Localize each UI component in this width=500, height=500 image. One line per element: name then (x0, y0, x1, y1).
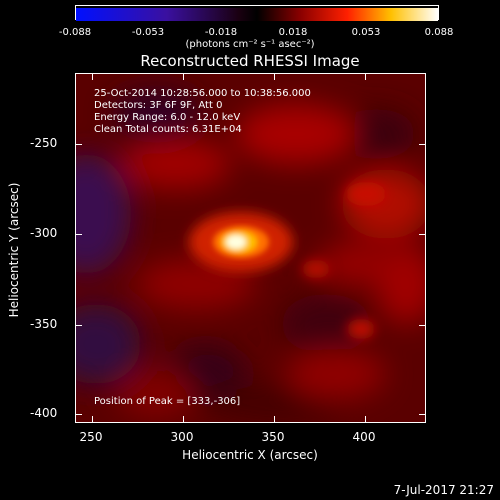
x-tick-mark (92, 74, 93, 80)
y-axis-label: Heliocentric Y (arcsec) (7, 182, 21, 318)
y-tick-label: -350 (30, 317, 58, 331)
colorbar (75, 5, 439, 21)
observation-time: 25-Oct-2014 10:28:56.000 to 10:38:56.000 (94, 88, 311, 99)
clean-total-counts: Clean Total counts: 6.31E+04 (94, 124, 242, 135)
colorbar-units: (photons cm⁻² s⁻¹ asec⁻²) (185, 39, 315, 50)
image-title: Reconstructed RHESSI Image (140, 52, 360, 70)
y-tick-mark (419, 144, 425, 145)
x-tick-mark (365, 74, 366, 80)
y-tick-mark (419, 414, 425, 415)
x-tick-mark (274, 416, 275, 422)
flux-map (76, 74, 425, 422)
colorbar-gradient (76, 8, 438, 21)
y-tick-mark (419, 325, 425, 326)
colorbar-tick: -0.088 (58, 27, 92, 38)
x-tick-mark (183, 74, 184, 80)
rhessi-image: 25-Oct-2014 10:28:56.000 to 10:38:56.000… (75, 73, 426, 423)
x-tick-label: 250 (79, 430, 103, 444)
y-tick-label: -400 (30, 406, 58, 420)
y-tick-mark (419, 234, 425, 235)
plot-datestamp: 7-Jul-2017 21:27 (393, 483, 494, 497)
x-axis-label: Heliocentric X (arcsec) (182, 448, 318, 462)
x-tick-label: 300 (170, 430, 194, 444)
x-tick-label: 350 (261, 430, 285, 444)
colorbar-tick: 0.088 (424, 27, 454, 38)
y-tick-label: -300 (30, 226, 58, 240)
x-tick-mark (365, 416, 366, 422)
y-tick-mark (76, 414, 82, 415)
colorbar-tick: 0.018 (278, 27, 308, 38)
x-tick-mark (274, 74, 275, 80)
x-tick-mark (92, 416, 93, 422)
colorbar-tick: 0.053 (351, 27, 381, 38)
colorbar-tick: -0.018 (204, 27, 238, 38)
detectors-info: Detectors: 3F 6F 9F, Att 0 (94, 100, 223, 111)
x-tick-label: 400 (352, 430, 376, 444)
peak-position: Position of Peak = [333,-306] (94, 396, 241, 407)
y-tick-mark (76, 234, 82, 235)
x-tick-mark (183, 416, 184, 422)
y-tick-label: -250 (30, 136, 58, 150)
y-tick-mark (76, 144, 82, 145)
colorbar-tick: -0.053 (131, 27, 165, 38)
energy-range: Energy Range: 6.0 - 12.0 keV (94, 112, 241, 123)
y-tick-mark (76, 325, 82, 326)
